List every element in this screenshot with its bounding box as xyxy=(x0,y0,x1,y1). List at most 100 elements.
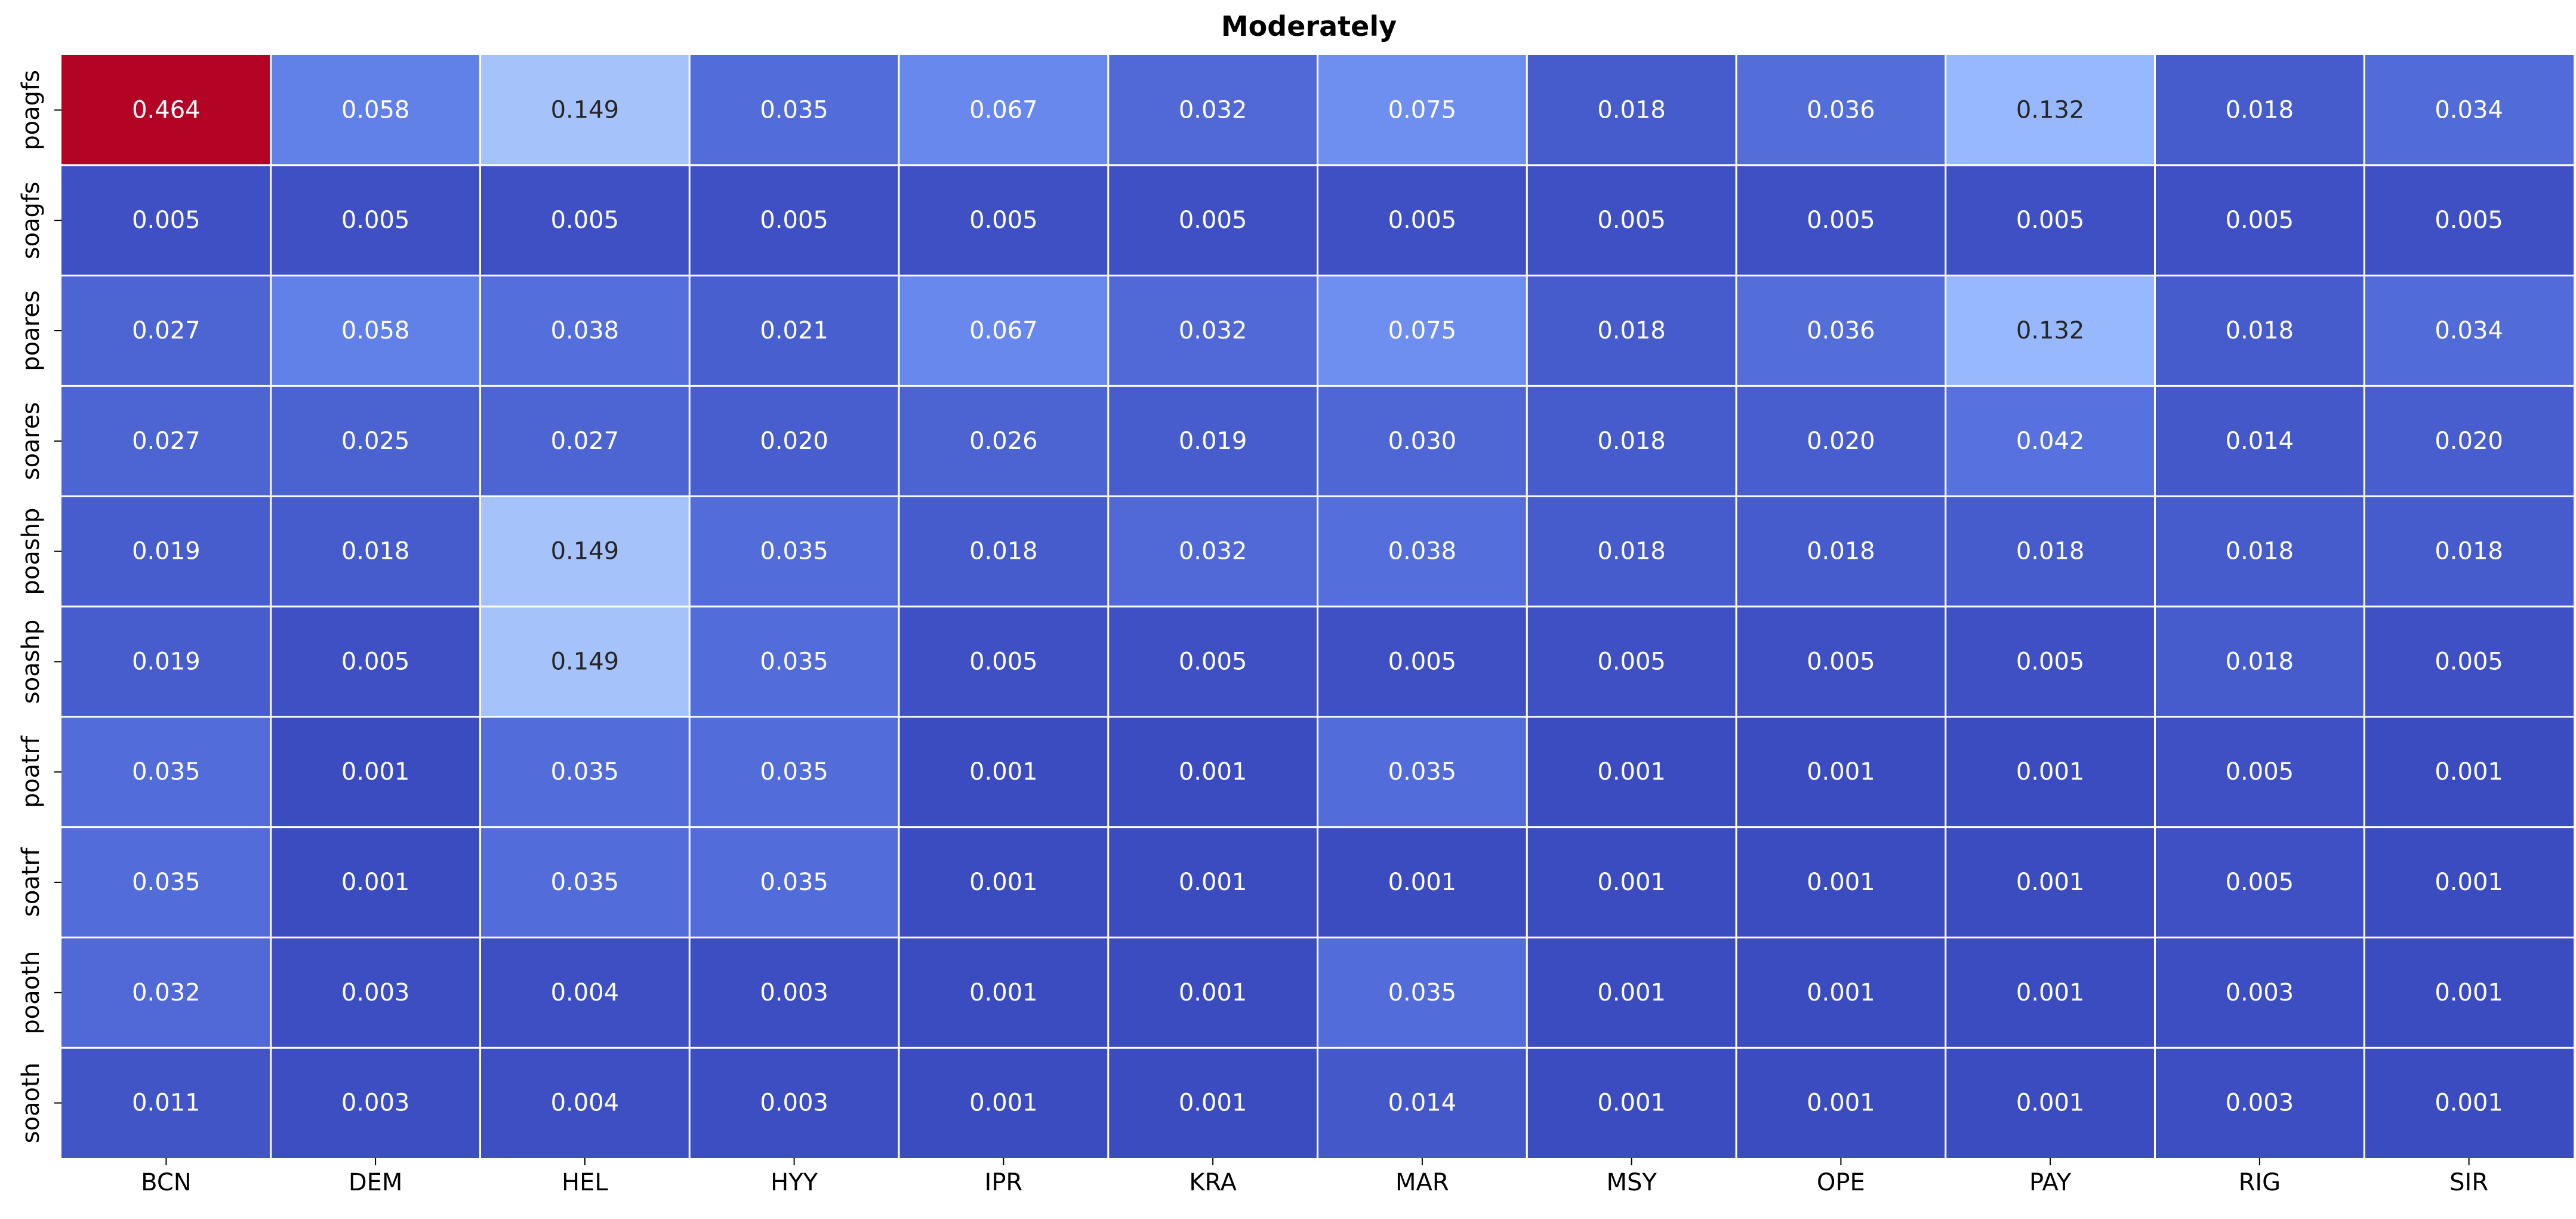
heatmap-cell-label: 0.035 xyxy=(551,869,620,896)
heatmap-cell-label: 0.149 xyxy=(551,648,620,675)
heatmap-cell-label: 0.001 xyxy=(2435,758,2503,786)
heatmap-cell-soaoth-PAY xyxy=(1945,1048,2155,1158)
heatmap-cell-label: 0.005 xyxy=(551,207,620,234)
heatmap-cell-label: 0.018 xyxy=(2016,538,2085,565)
heatmap-cell-label: 0.005 xyxy=(2016,648,2085,675)
heatmap-cell-poares-SIR xyxy=(2364,275,2574,386)
heatmap-cell-poares-MAR xyxy=(1317,275,1527,386)
heatmap-cell-label: 0.005 xyxy=(2435,648,2503,675)
heatmap-cell-label: 0.036 xyxy=(1807,317,1875,344)
heatmap-cell-poaoth-OPE xyxy=(1736,937,1946,1048)
heatmap-cell-soares-PAY xyxy=(1945,386,2155,497)
heatmap-cell-soashp-HEL xyxy=(480,607,690,717)
heatmap-cell-label: 0.001 xyxy=(2016,758,2085,786)
heatmap-cell-soaoth-OPE xyxy=(1736,1048,1946,1158)
y-axis-ticks: poagfs soagfs poares soares poashp soashp poat… xyxy=(17,70,61,1143)
heatmap-cell-label: 0.058 xyxy=(341,96,410,124)
heatmap-cell-soaoth-DEM xyxy=(270,1048,480,1158)
heatmap-cell-poashp-PAY xyxy=(1945,496,2155,607)
heatmap-cell-poaoth-KRA xyxy=(1108,937,1318,1048)
heatmap-cell-poatrf-KRA xyxy=(1108,716,1318,827)
heatmap-cell-label: 0.027 xyxy=(132,317,201,344)
heatmap-cell-label: 0.018 xyxy=(1597,427,1666,455)
heatmap-cell-soatrf-MSY xyxy=(1527,827,1736,938)
heatmap-cell-label: 0.019 xyxy=(132,648,201,675)
heatmap-cell-label: 0.032 xyxy=(1179,538,1247,565)
heatmap-cell-soagfs-SIR xyxy=(2364,165,2574,276)
heatmap-cell-label: 0.018 xyxy=(2435,538,2503,565)
heatmap-cell-soaoth-RIG xyxy=(2155,1048,2365,1158)
heatmap-cell-label: 0.005 xyxy=(1388,207,1457,234)
heatmap-cell-soatrf-HYY xyxy=(689,827,899,938)
heatmap-cell-soaoth-MAR xyxy=(1317,1048,1527,1158)
heatmap-cell-label: 0.001 xyxy=(1597,869,1666,896)
heatmap-cell-label: 0.018 xyxy=(969,538,1038,565)
heatmap-cell-label: 0.018 xyxy=(2226,538,2294,565)
heatmap-cell-poaoth-HYY xyxy=(689,937,899,1048)
heatmap-cell-soares-IPR xyxy=(899,386,1108,497)
heatmap-cell-poatrf-PAY xyxy=(1945,716,2155,827)
heatmap-cell-soaoth-KRA xyxy=(1108,1048,1318,1158)
heatmap-cell-label: 0.001 xyxy=(2016,1089,2085,1117)
heatmap-cell-label: 0.003 xyxy=(2226,1089,2294,1117)
y-tick-label: soaoth xyxy=(17,1063,45,1143)
heatmap-cell-label: 0.020 xyxy=(2435,427,2503,455)
heatmap-cell-label: 0.035 xyxy=(760,648,828,675)
heatmap-cell-poares-HYY xyxy=(689,275,899,386)
x-tick-label: MSY xyxy=(1606,1169,1657,1196)
heatmap-cell-poatrf-RIG xyxy=(2155,716,2365,827)
heatmap-cell-poaoth-MAR xyxy=(1317,937,1527,1048)
heatmap-cell-poagfs-MAR xyxy=(1317,55,1527,165)
heatmap-cell-label: 0.001 xyxy=(2016,869,2085,896)
heatmap-cell-poashp-HYY xyxy=(689,496,899,607)
heatmap-cell-label: 0.035 xyxy=(1388,758,1457,786)
heatmap-cell-label: 0.132 xyxy=(2016,96,2085,124)
heatmap-cell-label: 0.035 xyxy=(760,758,828,786)
heatmap-cell-soares-HEL xyxy=(480,386,690,497)
heatmap-cell-soashp-HYY xyxy=(689,607,899,717)
heatmap-cell-label: 0.018 xyxy=(1807,538,1875,565)
heatmap-cell-label: 0.001 xyxy=(1807,758,1875,786)
heatmap-cell-soashp-KRA xyxy=(1108,607,1318,717)
heatmap-cell-label: 0.001 xyxy=(969,758,1038,786)
heatmap-cell-label: 0.018 xyxy=(341,538,410,565)
heatmap-cell-label: 0.011 xyxy=(132,1089,201,1117)
heatmap-cell-soagfs-RIG xyxy=(2155,165,2365,276)
heatmap-cell-soashp-OPE xyxy=(1736,607,1946,717)
heatmap-cell-soaoth-HEL xyxy=(480,1048,690,1158)
heatmap-cell-poaoth-DEM xyxy=(270,937,480,1048)
heatmap-cell-poagfs-KRA xyxy=(1108,55,1318,165)
x-tick-label: RIG xyxy=(2239,1169,2281,1196)
heatmap-cell-label: 0.075 xyxy=(1388,317,1457,344)
heatmap-cell-label: 0.005 xyxy=(2226,207,2294,234)
heatmap-cell-label: 0.005 xyxy=(1179,207,1247,234)
heatmap-cell-label: 0.004 xyxy=(551,979,620,1006)
heatmap-cell-label: 0.001 xyxy=(1597,758,1666,786)
heatmap-cell-poaoth-RIG xyxy=(2155,937,2365,1048)
heatmap-cell-soashp-IPR xyxy=(899,607,1108,717)
heatmap-cell-label: 0.067 xyxy=(969,317,1038,344)
heatmap-cell-poares-BCN xyxy=(61,275,271,386)
heatmap-cell-label: 0.036 xyxy=(1807,96,1875,124)
heatmap-cell-label: 0.005 xyxy=(2016,207,2085,234)
heatmap-cell-label: 0.005 xyxy=(969,648,1038,675)
heatmap-cell-label: 0.034 xyxy=(2435,96,2503,124)
x-tick-label: BCN xyxy=(141,1169,192,1196)
heatmap-cell-label: 0.149 xyxy=(551,96,620,124)
heatmap-cell-soagfs-OPE xyxy=(1736,165,1946,276)
y-tick-label: poares xyxy=(17,290,45,371)
heatmap-cell-soatrf-PAY xyxy=(1945,827,2155,938)
heatmap-cell-poagfs-MSY xyxy=(1527,55,1736,165)
y-tick-label: soagfs xyxy=(17,181,45,259)
heatmap-cell-label: 0.001 xyxy=(969,979,1038,1006)
heatmap-cell-label: 0.005 xyxy=(341,207,410,234)
heatmap-cell-label: 0.003 xyxy=(2226,979,2294,1006)
heatmap-cells: 0.464 0.058 0.149 0.035 0.067 0.032 0.075 0.018… xyxy=(61,55,2574,1158)
heatmap-cell-label: 0.018 xyxy=(1597,317,1666,344)
heatmap-cell-label: 0.005 xyxy=(969,207,1038,234)
heatmap-cell-label: 0.001 xyxy=(1179,758,1247,786)
heatmap-cell-poatrf-HYY xyxy=(689,716,899,827)
heatmap-cell-poashp-RIG xyxy=(2155,496,2365,607)
heatmap-cell-poagfs-SIR xyxy=(2364,55,2574,165)
heatmap-cell-soaoth-HYY xyxy=(689,1048,899,1158)
